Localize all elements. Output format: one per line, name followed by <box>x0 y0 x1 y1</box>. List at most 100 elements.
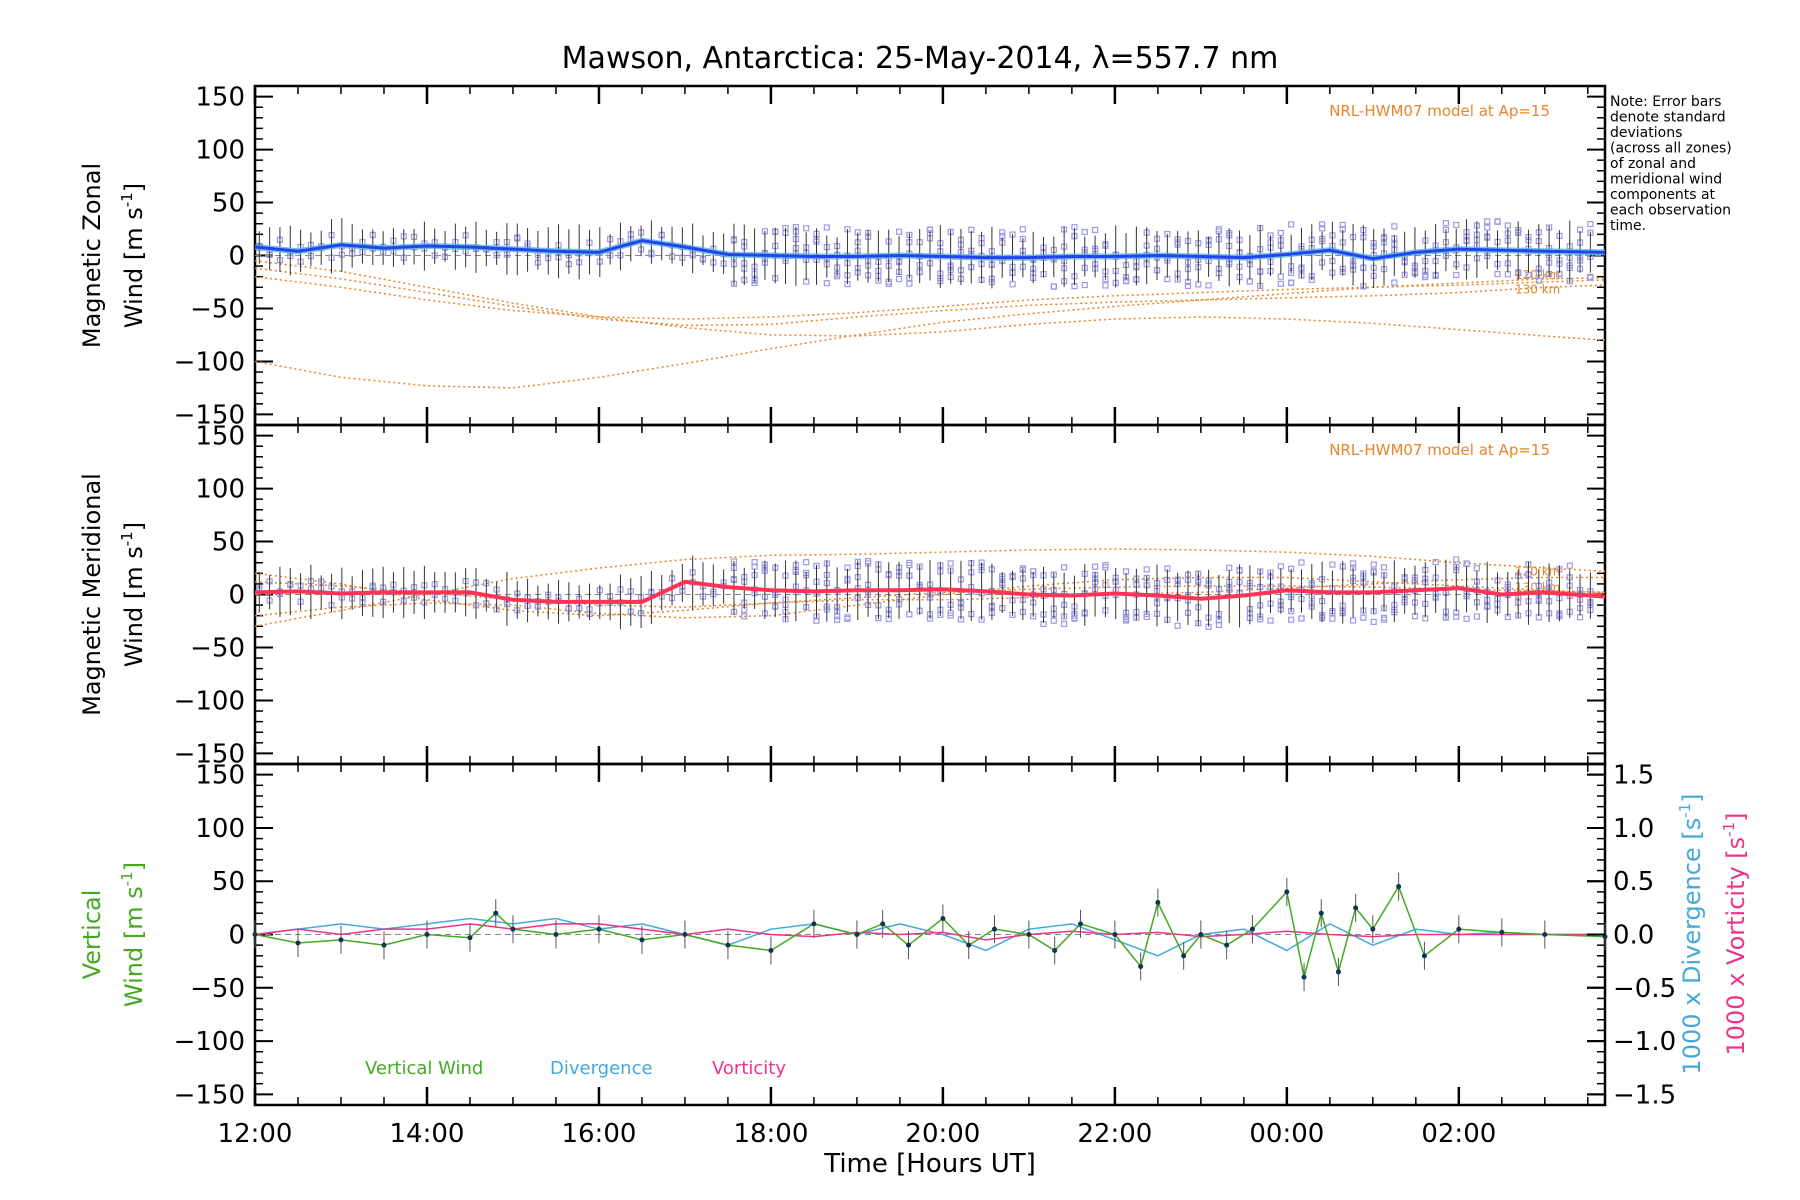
model-curve-label: 130 km <box>1515 283 1560 297</box>
sample-point <box>751 563 758 570</box>
vertical-wind-point <box>1301 974 1307 980</box>
x-tick-label: 00:00 <box>1249 1119 1324 1149</box>
y-label-superscript: -1 <box>118 531 136 546</box>
sample-point <box>1535 277 1542 284</box>
vertical-wind-point <box>1224 942 1230 948</box>
vertical-wind-point <box>1112 932 1118 937</box>
x-tick-label: 02:00 <box>1421 1119 1496 1149</box>
vertical-wind-point <box>639 937 645 943</box>
sample-point <box>926 226 934 233</box>
sample-point <box>1288 279 1295 286</box>
sample-point <box>1587 274 1594 281</box>
sample-point <box>1319 221 1326 228</box>
panel-vertical: −150 −100 −50 0 50 100 150 −1.5 −1.0 −0.5 0.0 0.5 1.… <box>78 761 1750 1179</box>
sample-point <box>1329 615 1336 622</box>
y2-label-vorticity: 1000 x Vorticity [s-1] <box>1720 812 1750 1055</box>
sample-point <box>999 229 1006 236</box>
sample-point <box>1267 617 1274 624</box>
sample-point <box>1288 616 1295 623</box>
sample-point <box>1442 220 1450 227</box>
y-tick-label: −150 <box>174 739 245 769</box>
model-curve <box>254 576 1606 619</box>
vertical-wind-point <box>682 932 688 937</box>
note-line: denote standard <box>1610 110 1726 126</box>
y-tick-label: 100 <box>195 136 245 166</box>
y-tick-label: 0 <box>228 581 245 611</box>
y-label-suffix: ] <box>120 862 148 871</box>
y-label-suffix: ] <box>120 522 148 531</box>
sample-point <box>1463 560 1470 567</box>
y-tick-label: −100 <box>174 686 245 716</box>
model-label: NRL-HWM07 model at Ap=15 <box>1329 102 1550 120</box>
sample-point <box>1380 564 1388 571</box>
y2-label-superscript: -1 <box>1676 803 1694 818</box>
y-label-superscript: -1 <box>118 192 136 207</box>
sample-point <box>1380 614 1388 621</box>
sample-point <box>1277 229 1284 237</box>
sample-point <box>823 280 830 287</box>
y-tick-label: −50 <box>190 974 245 1004</box>
note-line: of zonal and <box>1610 156 1696 172</box>
y-tick-label: 100 <box>195 475 245 505</box>
y-label-line2: Wind [m s-1] <box>118 183 148 328</box>
sample-point <box>1525 271 1532 278</box>
y-label-line2: Wind [m s-1] <box>118 862 148 1007</box>
y-tick-label: 50 <box>212 189 245 219</box>
sample-point <box>1298 559 1305 566</box>
vertical-wind-point <box>1542 932 1548 937</box>
model-curve <box>254 572 1605 617</box>
x-tick-label: 20:00 <box>905 1119 980 1149</box>
vertical-wind-point <box>1456 926 1462 932</box>
note-line: meridional wind <box>1610 172 1722 188</box>
sample-point <box>1504 271 1511 278</box>
sample-point <box>947 612 954 619</box>
sample-point <box>1504 222 1511 229</box>
vertical-wind-point <box>1499 929 1505 935</box>
sample-point <box>906 559 913 566</box>
y-label-line1: Magnetic Meridional <box>78 473 106 716</box>
vertical-wind-point <box>811 921 817 927</box>
y-tick-label: 150 <box>195 761 245 791</box>
vertical-wind-point <box>1155 900 1161 906</box>
chart-title: Mawson, Antarctica: 25-May-2014, λ=557.7… <box>562 41 1279 76</box>
vertical-wind-point <box>1335 969 1341 975</box>
y-tick-label: 0 <box>228 242 245 272</box>
vertical-wind-point <box>1284 889 1290 895</box>
vertical-wind-point <box>940 916 946 922</box>
sample-point <box>1453 556 1460 563</box>
legend-vorticity: Vorticity <box>712 1058 786 1079</box>
model-label: NRL-HWM07 model at Ap=15 <box>1329 441 1550 459</box>
sample-point <box>1473 613 1480 620</box>
legend-divergence: Divergence <box>550 1058 653 1079</box>
sample-point <box>1288 221 1295 228</box>
sample-point <box>906 611 913 618</box>
vertical-wind-point <box>1370 926 1376 932</box>
x-tick-label: 16:00 <box>561 1119 636 1149</box>
sample-point <box>1473 565 1480 572</box>
sample-point <box>1122 617 1130 624</box>
sample-point <box>1050 617 1057 624</box>
sample-point <box>1091 563 1099 570</box>
x-tick-label: 18:00 <box>733 1119 808 1149</box>
vertical-wind-point <box>906 942 912 948</box>
sample-point <box>1391 223 1398 230</box>
x-tick-label: 22:00 <box>1077 1119 1152 1149</box>
sample-point <box>1484 224 1491 231</box>
vertical-wind-point <box>854 932 860 937</box>
sample-point <box>1009 281 1016 288</box>
vorticity-line <box>254 923 1605 941</box>
sample-point <box>1122 568 1130 575</box>
vertical-wind-point <box>424 932 430 937</box>
y2-tick-label: 1.5 <box>1613 761 1654 791</box>
sample-point <box>834 613 841 620</box>
y2-tick-label: −0.5 <box>1613 974 1676 1004</box>
sample-point <box>1226 564 1233 571</box>
sample-point <box>844 615 851 622</box>
y-tick-label: 50 <box>212 867 245 897</box>
x-tick-label: 12:00 <box>218 1119 293 1149</box>
sample-point <box>1494 270 1501 278</box>
sample-point <box>1453 271 1460 279</box>
model-curve <box>254 276 1606 389</box>
